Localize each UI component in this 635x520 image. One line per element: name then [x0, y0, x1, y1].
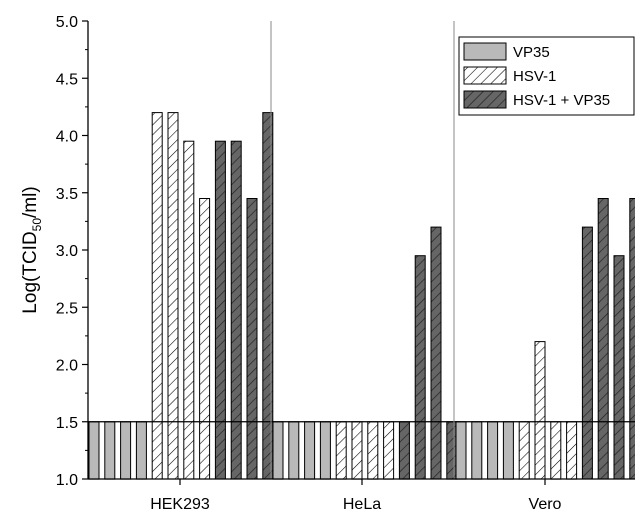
bar-hek293-3 — [120, 421, 132, 480]
bar-hela-12 — [446, 421, 458, 480]
legend: VP35 HSV-1 HSV-1 + VP35 — [458, 36, 635, 116]
bar-hela-7 — [367, 421, 379, 480]
y-axis-label-sub: 50 — [30, 218, 44, 232]
x-tick-label: Vero — [529, 496, 562, 513]
bar-hek293-4 — [135, 421, 147, 480]
y-axis-label-tail: /ml) — [20, 186, 41, 218]
bar-hek293-5 — [151, 112, 163, 480]
legend-swatch-2 — [463, 66, 507, 85]
bar-hela-4 — [319, 421, 331, 480]
bar-vero-1 — [455, 421, 467, 480]
bar-hek293-6 — [167, 112, 179, 480]
legend-label-3: HSV-1 + VP35 — [513, 92, 610, 109]
x-tick-label: HEK293 — [150, 496, 210, 513]
y-tick-label: 5.0 — [56, 14, 78, 31]
bar-vero-7 — [550, 421, 562, 480]
bar-vero-3 — [487, 421, 499, 480]
legend-label-1: VP35 — [513, 44, 550, 61]
y-axis-label: Log(TCID50/ml) — [20, 186, 44, 313]
bar-hela-3 — [304, 421, 316, 480]
bar-vero-12 — [629, 198, 635, 480]
y-tick-label: 4.0 — [56, 129, 78, 146]
bar-hela-2 — [288, 421, 300, 480]
bar-hela-10 — [414, 255, 426, 480]
bars-layer — [88, 112, 635, 480]
bar-hek293-8 — [199, 198, 211, 480]
legend-label-2: HSV-1 — [513, 68, 556, 85]
legend-swatch-3 — [463, 90, 507, 109]
y-tick-label: 1.5 — [56, 415, 78, 432]
y-axis-label-main: Log(TCID — [20, 231, 41, 313]
bar-vero-5 — [518, 421, 530, 480]
y-tick-label: 4.5 — [56, 71, 78, 88]
bar-hek293-11 — [246, 198, 258, 480]
bar-vero-2 — [471, 421, 483, 480]
y-tick-label: 2.0 — [56, 358, 78, 375]
bar-vero-10 — [597, 198, 609, 480]
bar-vero-9 — [581, 226, 593, 480]
bar-vero-6 — [534, 341, 546, 480]
bar-vero-11 — [613, 255, 625, 480]
axes-layer: 1.0 1.5 2.0 2.5 3.0 3.5 4.0 4.5 5.0 HEK293 HeLa Ver… — [56, 14, 635, 513]
legend-swatch-1 — [463, 42, 507, 61]
y-tick-label: 1.0 — [56, 472, 78, 489]
bar-hek293-10 — [230, 140, 242, 480]
x-tick-label: HeLa — [343, 496, 381, 513]
bar-vero-4 — [502, 421, 514, 480]
bar-hela-5 — [335, 421, 347, 480]
bar-hela-8 — [383, 421, 395, 480]
bar-hek293-2 — [104, 421, 116, 480]
bar-hek293-7 — [183, 140, 195, 480]
bar-hek293-1 — [88, 421, 100, 480]
y-tick-label: 2.5 — [56, 300, 78, 317]
y-tick-label: 3.5 — [56, 186, 78, 203]
bar-hela-6 — [351, 421, 363, 480]
y-tick-label: 3.0 — [56, 243, 78, 260]
bar-hela-9 — [398, 421, 410, 480]
bar-hek293-9 — [214, 140, 226, 480]
bar-vero-8 — [566, 421, 578, 480]
bar-hela-11 — [430, 226, 442, 480]
bar-hela-1 — [272, 421, 284, 480]
